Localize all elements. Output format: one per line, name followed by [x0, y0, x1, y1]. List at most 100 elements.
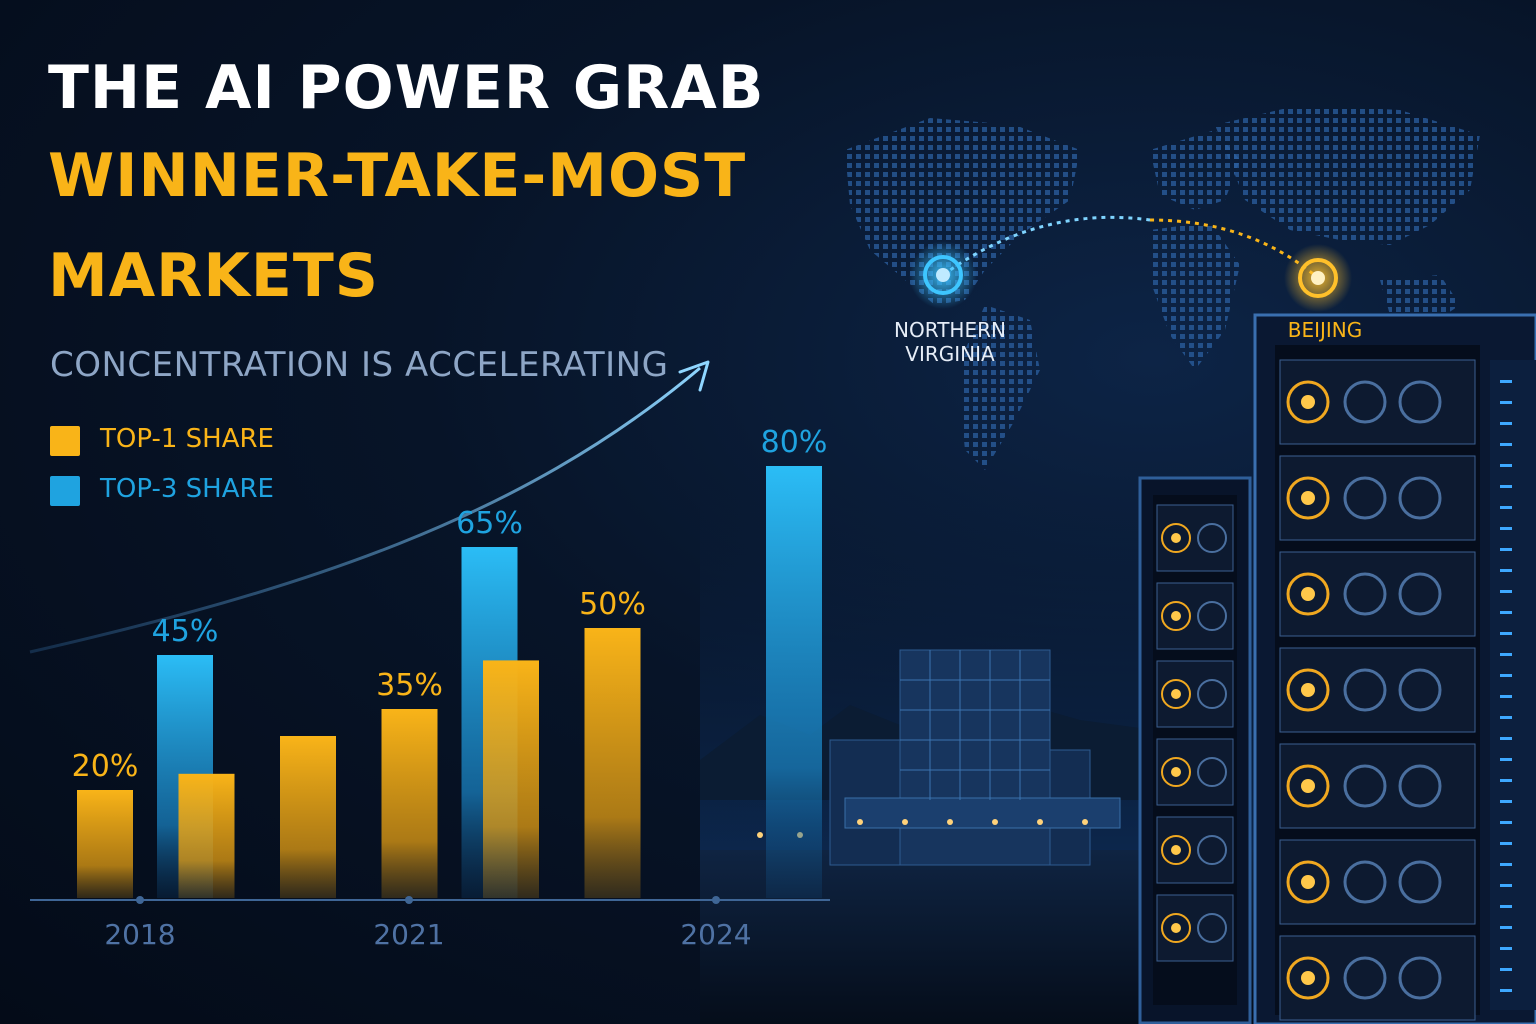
fan-icon — [1343, 956, 1387, 1000]
gpu-unit — [1156, 738, 1234, 806]
fan-icon — [1161, 601, 1191, 631]
data-label: 80% — [761, 425, 828, 460]
status-led — [1500, 968, 1512, 971]
fan-icon — [1197, 835, 1227, 865]
fan-icon — [1161, 835, 1191, 865]
x-tick-label: 2021 — [373, 918, 444, 951]
fan-icon — [1286, 668, 1330, 712]
status-led — [1500, 422, 1512, 425]
fan-icon — [1343, 764, 1387, 808]
fan-hub — [1301, 491, 1315, 505]
fan-icon — [1197, 913, 1227, 943]
fan-icon — [1398, 668, 1442, 712]
x-tick-label: 2024 — [680, 918, 751, 951]
fan-icon — [1286, 764, 1330, 808]
bar-top1-2018 — [77, 790, 133, 898]
status-led — [1500, 800, 1512, 803]
gpu-unit — [1156, 816, 1234, 884]
location-pin-icon — [909, 241, 977, 309]
fan-icon — [1197, 679, 1227, 709]
status-led — [1500, 527, 1512, 530]
fan-hub — [1171, 845, 1181, 855]
data-label: 65% — [456, 506, 523, 541]
fan-hub — [1301, 779, 1315, 793]
x-tick-mark — [712, 896, 720, 904]
gpu-unit — [1279, 359, 1476, 445]
status-led — [1500, 569, 1512, 572]
gpu-unit — [1156, 582, 1234, 650]
bar-top1-2019 — [178, 773, 235, 898]
fan-icon — [1398, 380, 1442, 424]
status-led — [1500, 842, 1512, 845]
legend-label-top1: TOP-1 SHARE — [100, 424, 274, 454]
x-tick-mark — [136, 896, 144, 904]
status-led — [1500, 779, 1512, 782]
bar-top3-2024 — [766, 466, 822, 898]
status-led — [1500, 464, 1512, 467]
status-led — [1500, 716, 1512, 719]
status-led — [1500, 401, 1512, 404]
fan-icon — [1398, 764, 1442, 808]
world-map-dots — [845, 105, 1480, 470]
status-led — [1500, 884, 1512, 887]
fan-hub — [1301, 971, 1315, 985]
fan-hub — [1301, 395, 1315, 409]
fan-hub — [1301, 587, 1315, 601]
data-label: 20% — [72, 749, 139, 784]
status-led — [1500, 653, 1512, 656]
location-label-northern-virginia: NORTHERN VIRGINIA — [880, 318, 1020, 366]
gpu-units — [1156, 359, 1512, 1021]
location-pin-icon — [1284, 244, 1352, 312]
fan-icon — [1398, 860, 1442, 904]
status-led — [1500, 506, 1512, 509]
status-led — [1500, 737, 1512, 740]
fan-icon — [1161, 523, 1191, 553]
title-line-2: WINNER-TAKE-MOST — [48, 141, 747, 211]
fan-icon — [1343, 668, 1387, 712]
bar-top1-2021 — [381, 709, 438, 898]
fan-icon — [1286, 956, 1330, 1000]
fan-icon — [1286, 860, 1330, 904]
fan-icon — [1343, 572, 1387, 616]
status-led — [1500, 443, 1512, 446]
fan-hub — [1171, 611, 1181, 621]
fan-hub — [1171, 923, 1181, 933]
fan-icon — [1398, 572, 1442, 616]
status-led — [1500, 926, 1512, 929]
status-led — [1500, 632, 1512, 635]
location-label-line2: VIRGINIA — [905, 342, 995, 366]
legend-swatch-top1 — [50, 426, 80, 456]
title-line-3: MARKETS — [48, 241, 379, 311]
legend-label-top3: TOP-3 SHARE — [100, 474, 274, 504]
status-led — [1500, 758, 1512, 761]
fan-icon — [1197, 757, 1227, 787]
fan-icon — [1286, 476, 1330, 520]
bar-top1-2023 — [584, 628, 641, 898]
fan-icon — [1286, 380, 1330, 424]
status-led — [1500, 821, 1512, 824]
x-tick-label: 2018 — [104, 918, 175, 951]
trend-arrow — [29, 366, 701, 654]
gpu-unit — [1156, 660, 1234, 728]
title-line-1: THE AI POWER GRAB — [48, 53, 765, 123]
fan-icon — [1161, 913, 1191, 943]
status-led — [1500, 863, 1512, 866]
data-label: 35% — [376, 668, 443, 703]
fan-icon — [1197, 523, 1227, 553]
connection-arc-gold — [1149, 218, 1319, 280]
status-led — [1500, 989, 1512, 992]
status-led — [1500, 611, 1512, 614]
data-label: 45% — [152, 614, 219, 649]
fan-icon — [1398, 956, 1442, 1000]
data-center-buildings — [757, 649, 1121, 866]
status-led — [1500, 674, 1512, 677]
fan-icon — [1161, 679, 1191, 709]
fan-icon — [1343, 860, 1387, 904]
fan-hub — [1171, 767, 1181, 777]
x-tick-mark — [405, 896, 413, 904]
fan-icon — [1398, 476, 1442, 520]
status-led — [1500, 905, 1512, 908]
fan-hub — [1171, 533, 1181, 543]
location-label-beijing: BEIJING — [1287, 318, 1363, 342]
